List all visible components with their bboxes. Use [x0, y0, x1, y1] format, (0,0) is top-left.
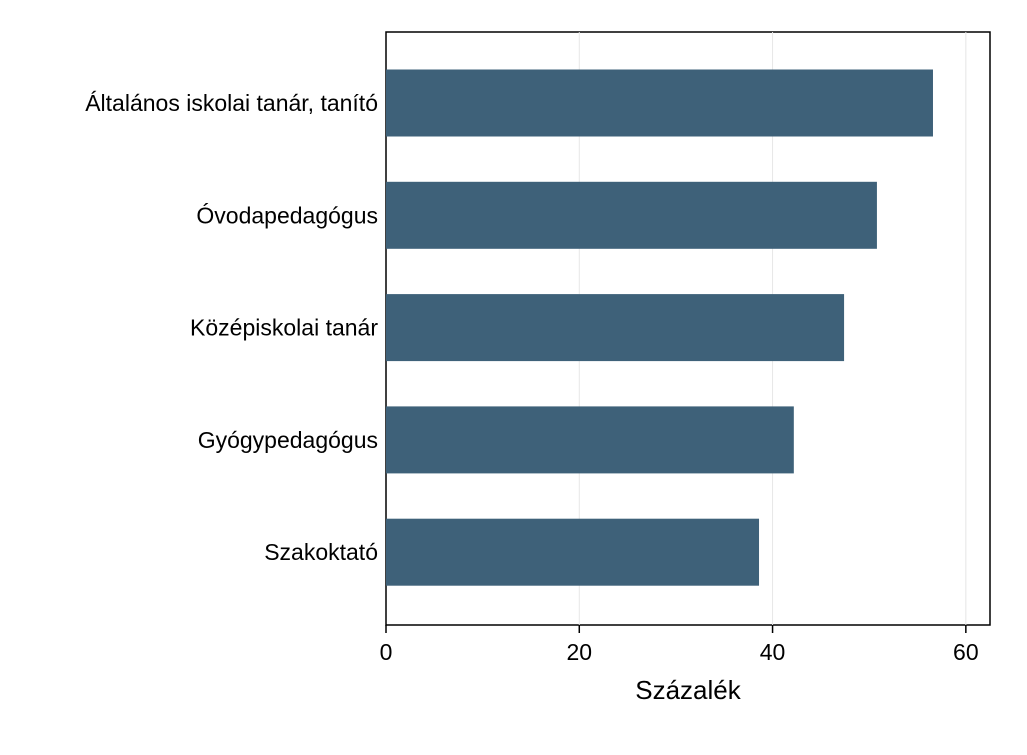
category-label-1: Óvodapedagógus: [196, 202, 378, 228]
x-axis-ticks: 0 20 40 60: [380, 625, 979, 665]
category-labels: Általános iskolai tanár, tanító Óvodapeda…: [85, 90, 378, 565]
bar-3: [386, 406, 794, 474]
category-label-2: Középiskolai tanár: [190, 315, 378, 341]
x-tick-label-60: 60: [953, 639, 979, 665]
category-label-4: Szakoktató: [264, 539, 378, 565]
bars: [386, 69, 933, 586]
category-label-3: Gyógypedagógus: [198, 427, 378, 453]
x-tick-label-40: 40: [760, 639, 786, 665]
x-tick-label-0: 0: [380, 639, 393, 665]
bar-0: [386, 69, 933, 137]
bar-2: [386, 294, 845, 362]
x-axis-title: Százalék: [635, 675, 741, 705]
x-tick-label-20: 20: [566, 639, 592, 665]
bar-4: [386, 518, 760, 586]
bar-1: [386, 181, 877, 249]
category-label-0: Általános iskolai tanár, tanító: [85, 90, 378, 116]
